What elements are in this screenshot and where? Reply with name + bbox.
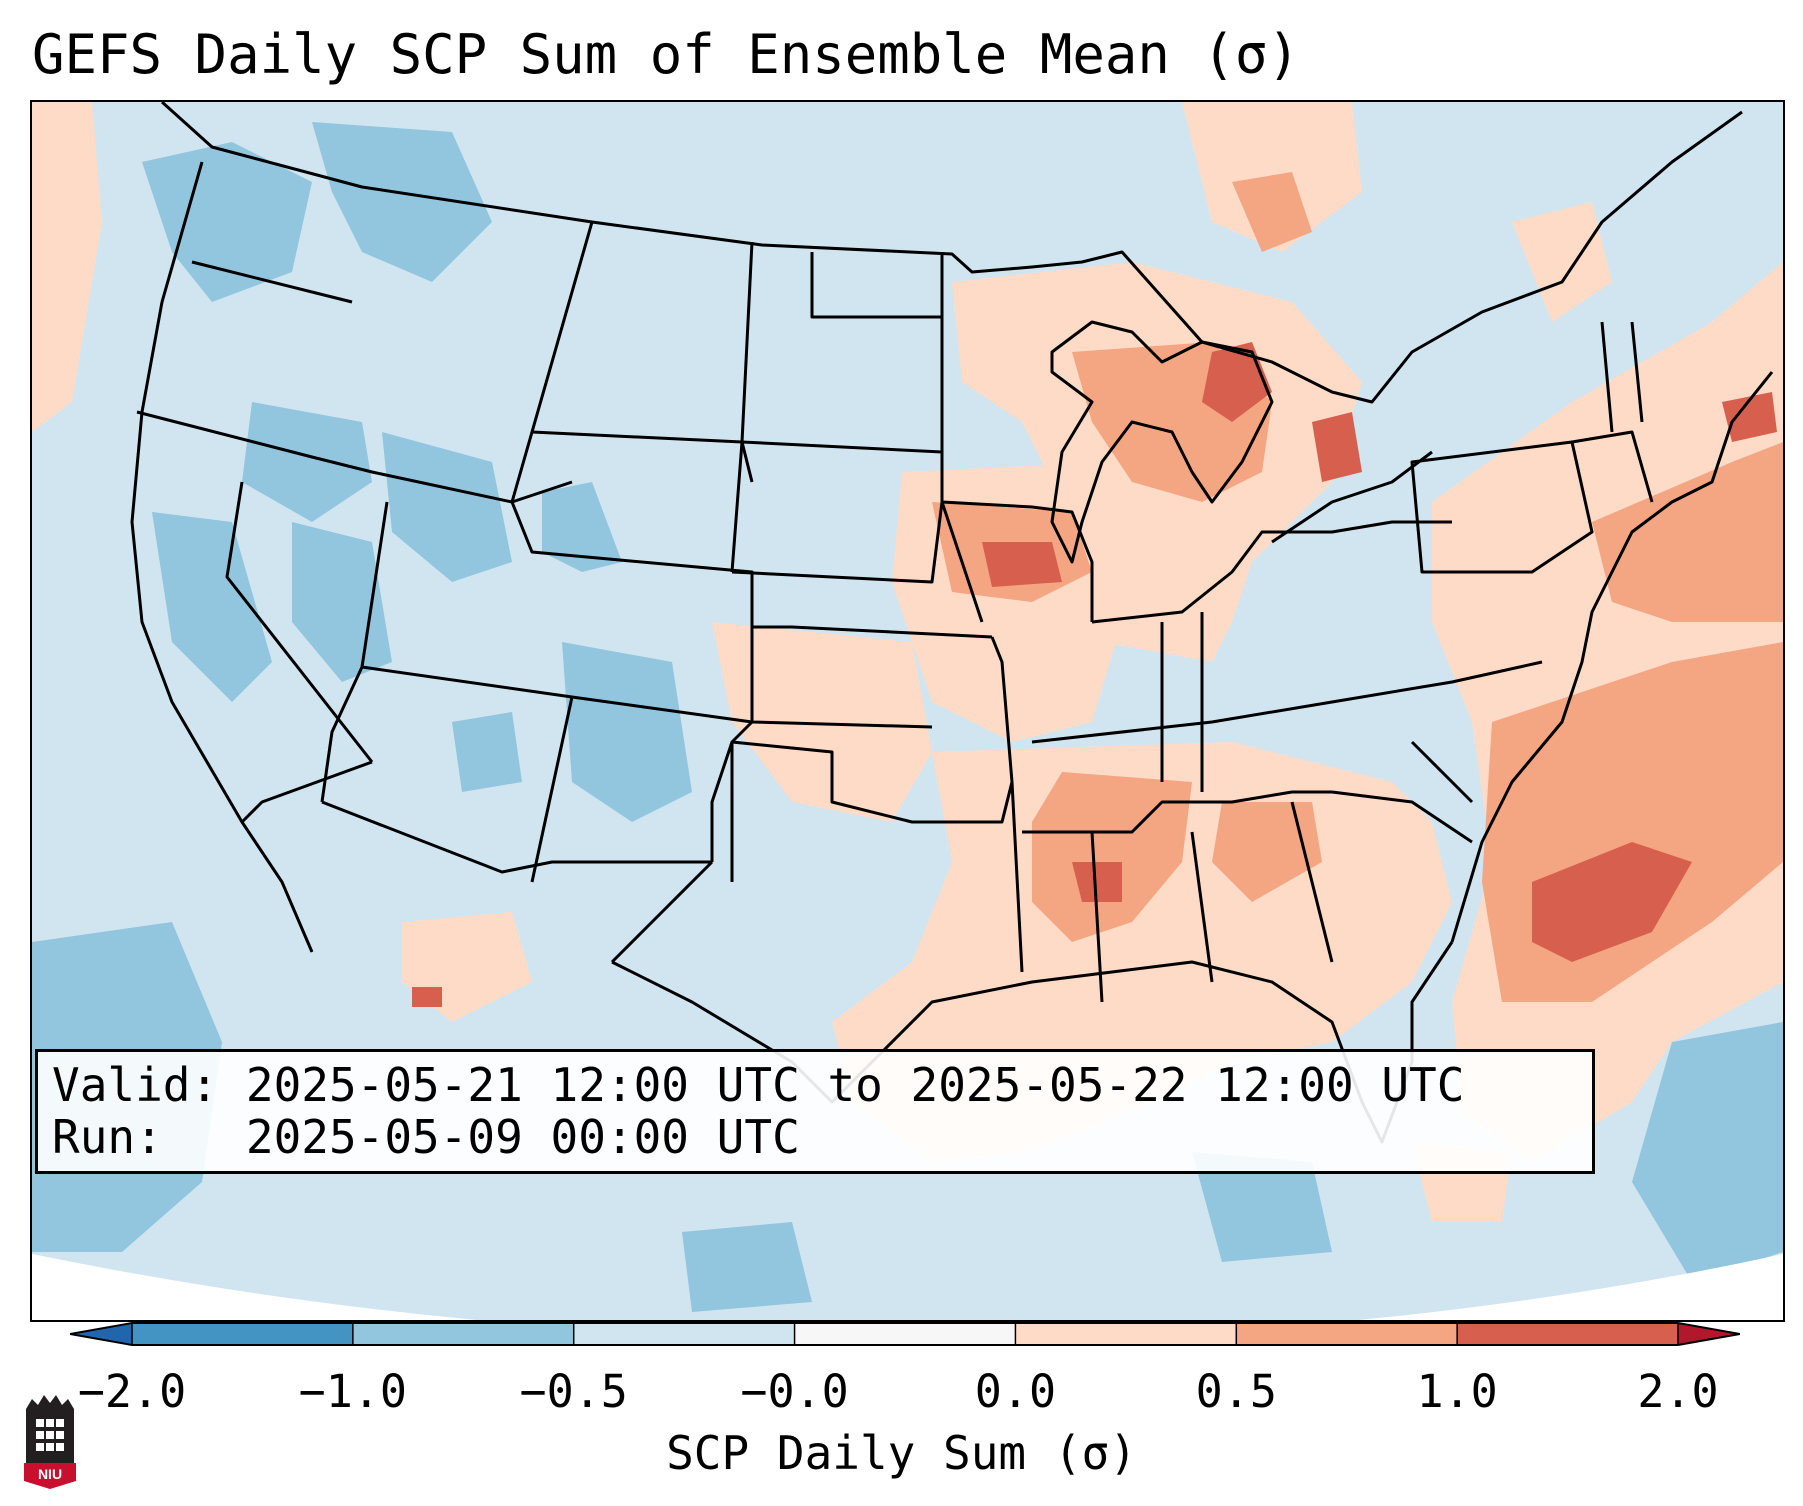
state-border [136,410,573,504]
anomaly-patch [242,402,372,522]
state-border [731,740,1014,824]
logo-text: NIU [38,1466,62,1482]
anomaly-patch [32,102,102,432]
colorbar-tick-label: 1.0 [1416,1365,1498,1418]
colorbar-bin [352,1323,575,1345]
state-border [941,500,1094,622]
state-border [321,800,712,874]
valid-label: Valid: [52,1058,219,1112]
anomaly-patch [152,512,272,702]
crest-windows [36,1419,64,1451]
texas-border [610,741,734,964]
anomaly-patch [1072,862,1122,902]
anomaly-patch [562,642,692,822]
state-border [1410,740,1474,804]
state-border [1290,801,1334,963]
run-time-line: Run: 2025-05-09 00:00 UTC [52,1110,800,1164]
colorbar-tick-label: 0.0 [974,1365,1057,1418]
crest-band [24,1463,76,1489]
anomaly-patch [1192,1152,1332,1262]
state-border [1022,790,1332,834]
west-coast [130,161,314,953]
anomaly-patch [1722,392,1777,442]
state-border [1600,321,1614,433]
colorbar-tick-label: −0.0 [740,1365,849,1418]
info-box: Valid: 2025-05-21 12:00 UTC to 2025-05-2… [35,1049,1595,1174]
east-coast [1450,371,1774,943]
colorbar-bin [132,1323,354,1345]
state-border [1190,831,1214,983]
colorbar-tick-label: −2.0 [77,1365,187,1418]
colorbar [70,1322,1740,1346]
colorbar-bin [1015,1323,1237,1345]
state-border [1091,520,1452,624]
state-border [1571,430,1654,503]
state-border [1090,831,1104,1003]
run-label: Run: [52,1110,163,1164]
anomaly-patch [412,987,442,1007]
anomaly-patch [1632,1022,1783,1282]
colorbar-bin [1236,1323,1458,1345]
niu-logo: NIU [24,1395,76,1489]
state-border [510,221,594,503]
great-lakes-shore [1050,320,1274,564]
state-border [731,501,944,584]
anomaly-patch [982,542,1062,587]
state-border [240,760,373,824]
anomaly-patch [1032,772,1192,942]
colorbar-tick-label: 0.5 [1195,1365,1277,1418]
state-border [320,501,389,803]
state-border [750,572,993,639]
map-title: GEFS Daily SCP Sum of Ensemble Mean (σ) [32,23,1300,86]
anomaly-patch [682,1222,812,1312]
map-boundaries [130,102,1774,1144]
great-lakes-shore [1271,450,1433,544]
colorbar-tick-label: −1.0 [298,1365,408,1418]
anomaly-patch [1512,202,1612,322]
colorbar-bin [1457,1323,1679,1345]
colorbar-bin [573,1323,796,1345]
anomaly-patch [382,432,512,582]
scp-map [32,102,1783,1320]
state-border [1630,321,1644,423]
state-border [990,636,1024,973]
state-border [1031,660,1543,744]
crest-shape [26,1395,74,1463]
state-border [225,481,374,763]
anomaly-patch [1532,842,1692,962]
run-value: 2025-05-09 00:00 UTC [245,1110,800,1164]
anomaly-patch [1592,442,1783,622]
colorbar-tick-label: −0.5 [519,1365,628,1418]
state-border [361,665,933,729]
colorbar-tick-label: 2.0 [1637,1365,1719,1418]
anomaly-patch [452,712,522,792]
anomaly-patch [1312,412,1362,482]
map-frame [30,100,1785,1322]
anomaly-patch [542,482,622,572]
state-border [1410,440,1594,574]
state-border [530,696,574,883]
state-border [191,260,353,304]
state-border [510,501,754,722]
anomaly-patch [1232,172,1312,252]
colorbar-extend-min [70,1323,132,1345]
anomaly-patch [712,622,932,822]
valid-time-line: Valid: 2025-05-21 12:00 UTC to 2025-05-2… [52,1058,1464,1112]
anomaly-patch [1212,802,1322,902]
state-border [810,252,942,319]
colorbar-extend-max [1678,1323,1740,1345]
positive-anomaly-regions [32,102,1783,1222]
valid-value: 2025-05-21 12:00 UTC to 2025-05-22 12:00… [245,1058,1465,1112]
state-border [741,440,944,502]
canada-border [160,102,1743,404]
colorbar-label: SCP Daily Sum (σ) [666,1426,1137,1480]
colorbar-bin [794,1323,1016,1345]
anomaly-patch [142,142,312,302]
state-border [1331,790,1473,844]
anomaly-patch [312,122,492,282]
